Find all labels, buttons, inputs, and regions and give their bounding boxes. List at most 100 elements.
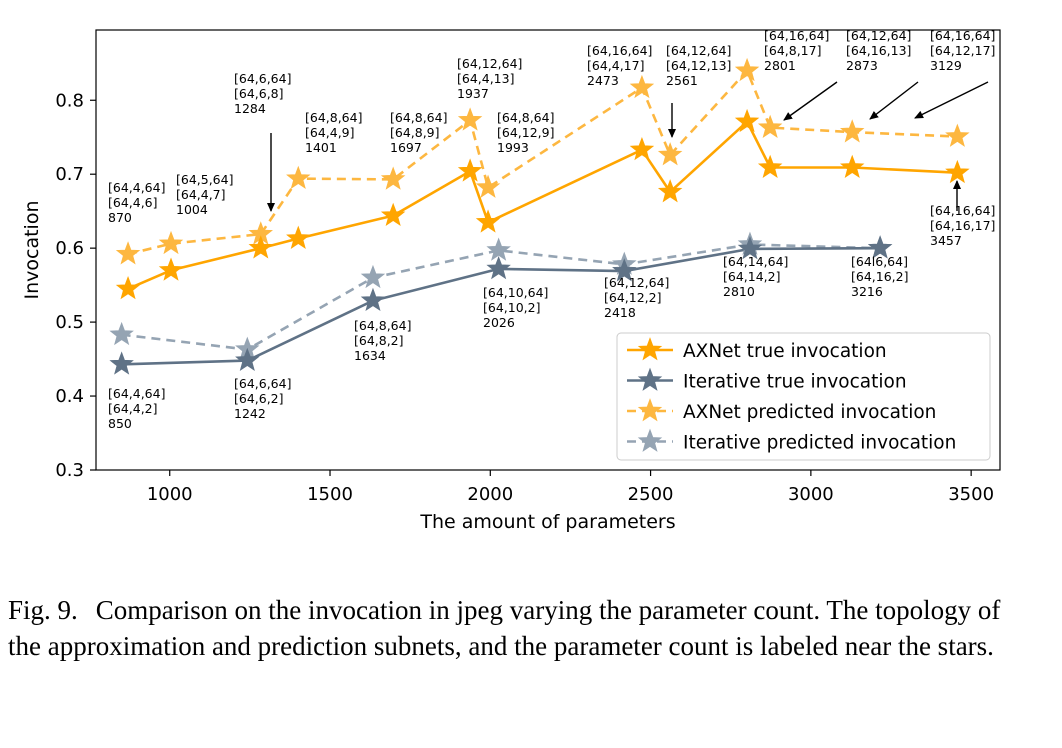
point-annotation: [64,12,2] [604, 290, 661, 305]
y-tick-label: 0.4 [55, 386, 84, 407]
point-annotation: 3457 [930, 233, 962, 248]
series-point [945, 123, 970, 147]
point-annotation: [64,14,2] [723, 269, 780, 284]
point-annotation: 1937 [457, 86, 489, 101]
point-annotation: [64,12,64] [846, 28, 911, 43]
series-point [158, 230, 184, 255]
x-tick-label: 2000 [467, 484, 513, 505]
point-annotation: 2873 [846, 58, 878, 73]
point-annotation: 1634 [354, 348, 386, 363]
series-point [486, 256, 511, 280]
series-point [158, 257, 184, 281]
legend-label: Iterative true invocation [683, 372, 907, 393]
y-tick-label: 0.7 [55, 164, 84, 185]
point-annotation: [64,16,17] [930, 218, 995, 233]
point-annotation: [64,4,6] [108, 195, 158, 210]
series-point [839, 154, 865, 178]
series-point [657, 179, 683, 203]
point-annotation: [64,12,64] [604, 275, 669, 290]
x-tick-label: 1500 [307, 484, 353, 505]
series-point [945, 159, 970, 184]
x-tick-label: 3500 [948, 484, 994, 505]
series-point [235, 347, 260, 371]
series-point [839, 119, 865, 143]
point-annotation: 2473 [587, 73, 619, 88]
point-annotation: [64,12,9] [497, 125, 554, 140]
point-annotation: [64,8,64] [497, 110, 554, 125]
series-point [360, 264, 386, 289]
figure-caption-label: Fig. 9. [8, 595, 78, 625]
legend-marker [637, 398, 663, 422]
point-annotation: [64,12,17] [930, 43, 995, 58]
point-annotation: [64,8,64] [354, 318, 411, 333]
point-annotation: [64,12,64] [666, 43, 731, 58]
point-annotation: 3216 [851, 284, 883, 299]
point-annotation: [64,8,2] [354, 333, 404, 348]
point-annotation: 2801 [764, 58, 796, 73]
legend-label: AXNet predicted invocation [683, 402, 936, 423]
point-annotation: 1004 [176, 202, 208, 217]
series-point [734, 57, 760, 82]
point-annotation: 3129 [930, 58, 962, 73]
legend-box [616, 332, 991, 461]
series-point [360, 287, 386, 312]
series-point [629, 136, 655, 161]
y-tick-label: 0.6 [55, 238, 84, 259]
series-point [286, 165, 311, 190]
point-annotation: [64,4,64] [108, 180, 165, 195]
point-annotation: [64,16,13] [846, 43, 911, 58]
series-point [737, 236, 763, 260]
invocation-chart: 1000 1500 2000 2500 3000 3500 0.3 0.4 0.5 0.6 0.7 0… [21, 28, 1001, 533]
point-annotation: [64,10,64] [483, 285, 548, 300]
point-annotation: 1242 [234, 406, 266, 421]
series-point [475, 174, 501, 198]
legend-label: AXNet true invocation [683, 341, 887, 362]
point-annotation: [64,12,13] [666, 58, 731, 73]
point-annotation: [64,16,2] [851, 269, 908, 284]
series-point [612, 258, 637, 282]
point-annotation: [64,8,64] [390, 110, 447, 125]
annotation-arrow [783, 81, 838, 121]
legend-marker [637, 337, 663, 361]
y-tick-label: 0.3 [55, 460, 84, 481]
point-annotation: [64,4,7] [176, 187, 226, 202]
point-annotation: [64,4,13] [457, 71, 514, 86]
series-point [115, 241, 141, 265]
y-tick-label: 0.8 [55, 90, 84, 111]
point-annotation: 1993 [497, 140, 529, 155]
point-annotation: [64,16,64] [930, 203, 995, 218]
series-point [486, 237, 511, 261]
annotation-arrow [869, 81, 919, 120]
point-annotation: [64,10,2] [483, 300, 540, 315]
point-annotation: [64,16,64] [587, 43, 652, 58]
legend-label: Iterative predicted invocation [683, 433, 956, 454]
point-annotation: 1401 [305, 140, 337, 155]
series-point [109, 321, 134, 346]
plot-frame [95, 29, 1001, 471]
point-annotation: 2561 [666, 73, 698, 88]
series-point [757, 114, 783, 139]
series-point [867, 235, 893, 259]
figure-caption-text: Comparison on the invocation in jpeg var… [8, 595, 1001, 661]
point-annotation: [64,4,64] [108, 386, 165, 401]
point-annotation: 850 [108, 416, 132, 431]
series-point [475, 209, 501, 233]
series-point [657, 142, 683, 166]
point-annotation: 1284 [234, 101, 266, 116]
point-annotation: [64,16,64] [764, 28, 829, 43]
point-annotation: [64,6,64] [234, 376, 291, 391]
series-point [457, 158, 483, 182]
series-line [127, 120, 958, 290]
x-axis-label: The amount of parameters [419, 511, 675, 533]
point-annotation: 2810 [723, 284, 755, 299]
series-point [248, 235, 273, 259]
series-point [380, 166, 406, 190]
series-point [115, 275, 141, 300]
annotation-arrow [914, 81, 989, 119]
legend-marker [637, 428, 663, 452]
point-annotation: [64,4,9] [305, 125, 355, 140]
point-annotation: [64,4,17] [587, 58, 644, 73]
point-annotation: [64,5,64] [176, 172, 233, 187]
point-annotation: [64,16,64] [930, 28, 995, 43]
point-annotation: 1697 [390, 140, 422, 155]
